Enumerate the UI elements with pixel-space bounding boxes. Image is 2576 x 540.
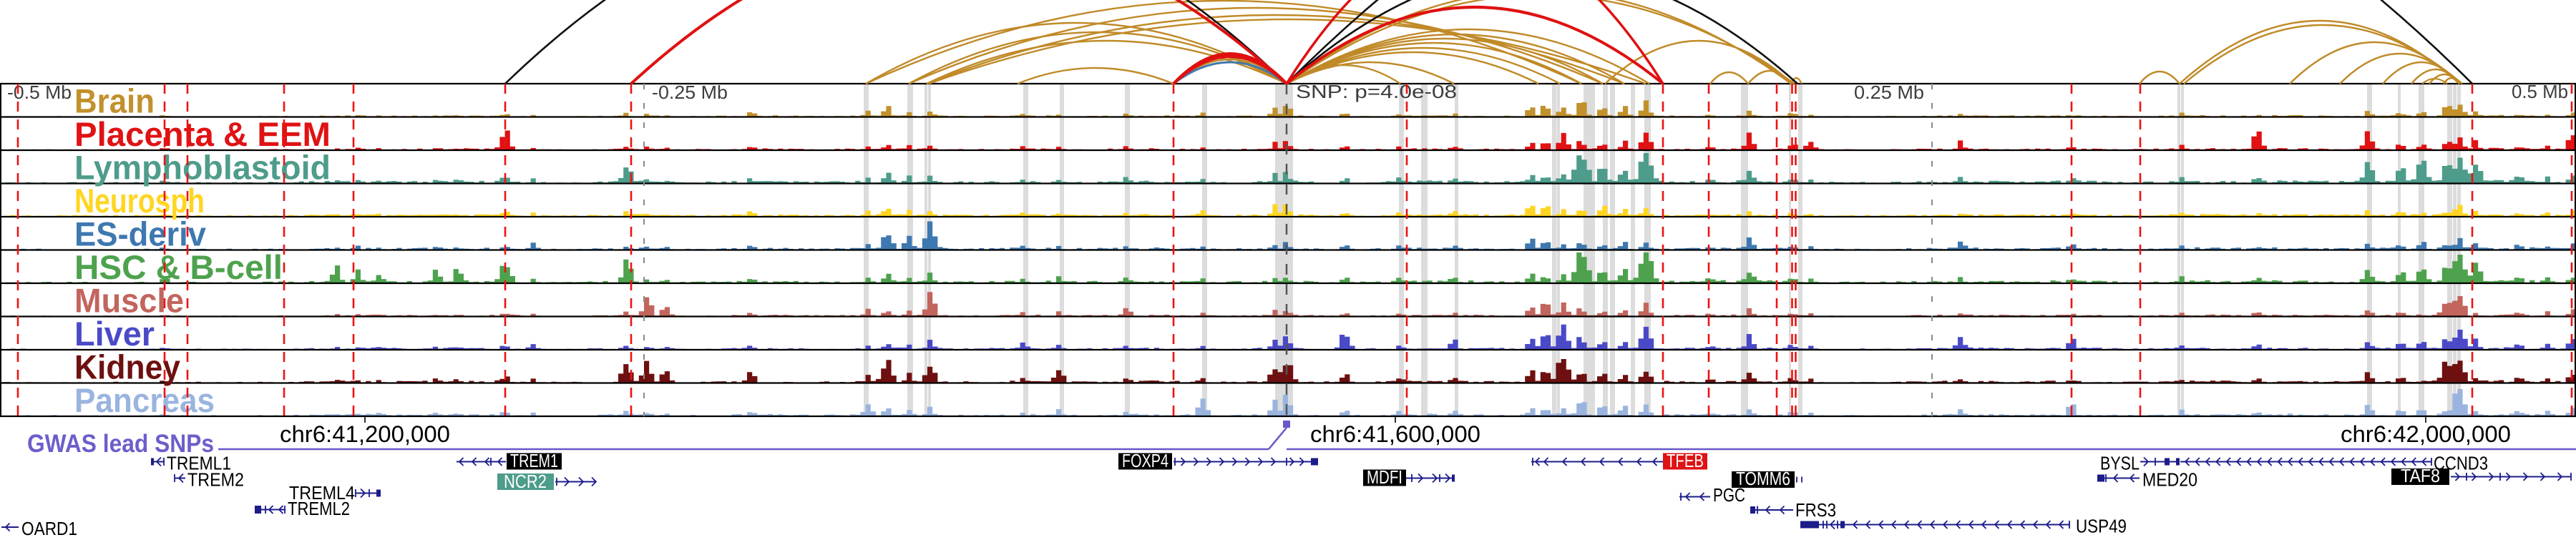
svg-text:TOMM6: TOMM6 xyxy=(1736,468,1790,489)
svg-text:Liver: Liver xyxy=(74,315,155,353)
svg-text:MDFI: MDFI xyxy=(1367,466,1402,488)
svg-text:FOXP4: FOXP4 xyxy=(1122,450,1169,471)
svg-text:NCR2: NCR2 xyxy=(504,471,547,492)
svg-text:TAF8: TAF8 xyxy=(2401,465,2440,486)
svg-text:Pancreas: Pancreas xyxy=(74,381,215,419)
svg-text:TFEB: TFEB xyxy=(1667,450,1704,471)
svg-text:PGC: PGC xyxy=(1713,484,1745,506)
svg-text:TREM2: TREM2 xyxy=(187,469,244,491)
svg-text:TREML4: TREML4 xyxy=(289,482,355,504)
svg-text:Muscle: Muscle xyxy=(74,282,184,320)
svg-text:Brain: Brain xyxy=(74,82,155,120)
svg-text:TREML1: TREML1 xyxy=(167,453,231,474)
svg-text:TREM1: TREM1 xyxy=(510,450,558,471)
svg-text:TREML2: TREML2 xyxy=(288,498,350,519)
svg-text:-0.5 Mb: -0.5 Mb xyxy=(7,82,72,103)
svg-text:Placenta & EEM: Placenta & EEM xyxy=(74,115,331,153)
svg-text:chr6:42,000,000: chr6:42,000,000 xyxy=(2341,421,2511,447)
svg-text:MED20: MED20 xyxy=(2142,469,2197,491)
svg-text:Lymphoblastoid: Lymphoblastoid xyxy=(74,149,331,187)
svg-text:OARD1: OARD1 xyxy=(21,518,77,536)
svg-text:chr6:41,600,000: chr6:41,600,000 xyxy=(1310,421,1480,447)
svg-text:Neurosph: Neurosph xyxy=(74,182,205,220)
svg-text:0.25 Mb: 0.25 Mb xyxy=(1854,82,1924,103)
svg-text:GWAS lead SNPs: GWAS lead SNPs xyxy=(27,430,214,458)
svg-text:ES-deriv: ES-deriv xyxy=(74,215,206,253)
svg-text:BYSL: BYSL xyxy=(2100,453,2140,474)
svg-text:USP49: USP49 xyxy=(2076,516,2127,537)
svg-text:Kidney: Kidney xyxy=(74,348,180,386)
svg-text:HSC & B-cell: HSC & B-cell xyxy=(74,248,283,286)
svg-text:chr6:41,200,000: chr6:41,200,000 xyxy=(280,421,450,447)
svg-text:-0.25 Mb: -0.25 Mb xyxy=(652,82,728,103)
svg-text:FRS3: FRS3 xyxy=(1795,499,1836,521)
